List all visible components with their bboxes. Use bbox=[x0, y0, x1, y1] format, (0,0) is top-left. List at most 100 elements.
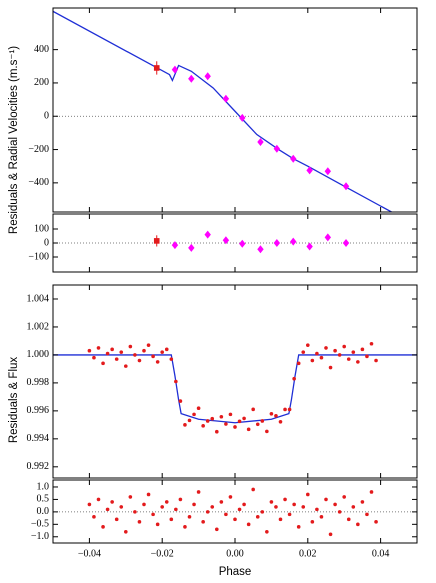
data-point bbox=[146, 492, 151, 497]
model-curve bbox=[53, 354, 417, 424]
y-tick-label: 0.0 bbox=[37, 506, 50, 517]
y-axis-label: Residuals & Radial Velocities (m.s⁻¹) bbox=[8, 46, 20, 234]
data-point bbox=[257, 245, 264, 254]
data-point bbox=[301, 505, 306, 509]
data-point bbox=[269, 500, 274, 504]
data-point bbox=[337, 510, 342, 514]
y-tick-label: −200 bbox=[28, 144, 49, 155]
data-point bbox=[105, 507, 110, 512]
data-point bbox=[301, 350, 306, 354]
y-tick-label: 0.994 bbox=[27, 433, 50, 444]
data-point bbox=[196, 490, 201, 494]
panel-frame bbox=[52, 284, 418, 479]
data-point bbox=[306, 343, 310, 347]
data-point bbox=[287, 512, 292, 517]
data-point bbox=[324, 233, 332, 242]
y-tick-label: 1.000 bbox=[27, 349, 50, 360]
x-axis-label: Phase bbox=[219, 566, 252, 578]
data-point bbox=[215, 429, 219, 434]
data-point bbox=[296, 525, 301, 529]
data-point bbox=[110, 347, 114, 352]
data-point bbox=[201, 424, 205, 428]
y-tick-label: −100 bbox=[28, 251, 49, 262]
data-point bbox=[260, 419, 265, 423]
data-point bbox=[333, 502, 337, 507]
data-point bbox=[290, 154, 297, 163]
data-point bbox=[171, 241, 179, 250]
data-point bbox=[274, 505, 278, 509]
data-point bbox=[333, 348, 337, 353]
data-point bbox=[101, 525, 105, 529]
data-point bbox=[306, 492, 310, 497]
data-point bbox=[183, 525, 187, 529]
data-point bbox=[201, 520, 205, 524]
data-point bbox=[210, 505, 215, 509]
data-point bbox=[192, 502, 196, 507]
data-point bbox=[151, 512, 155, 517]
data-point bbox=[342, 239, 350, 247]
data-point bbox=[239, 239, 246, 248]
data-point bbox=[188, 243, 195, 252]
y-tick-label: −1.0 bbox=[31, 531, 49, 542]
data-point bbox=[369, 490, 374, 494]
data-point bbox=[306, 166, 313, 175]
data-point bbox=[351, 505, 356, 509]
y-tick-label: 200 bbox=[34, 77, 49, 88]
data-point bbox=[255, 515, 260, 519]
data-point bbox=[319, 515, 324, 519]
data-point bbox=[287, 407, 292, 412]
data-point bbox=[346, 517, 351, 522]
data-point bbox=[87, 502, 92, 507]
data-point bbox=[342, 182, 350, 191]
data-point bbox=[128, 344, 133, 349]
x-tick-label: −0.02 bbox=[151, 548, 174, 559]
data-point bbox=[237, 419, 242, 424]
data-point bbox=[365, 354, 369, 359]
data-point bbox=[269, 412, 274, 416]
data-point bbox=[265, 429, 269, 434]
data-point bbox=[310, 358, 315, 363]
data-point bbox=[290, 237, 297, 246]
data-point bbox=[137, 520, 142, 524]
panel-frame bbox=[52, 213, 418, 273]
data-point bbox=[153, 65, 160, 71]
y-tick-label: 0.998 bbox=[27, 377, 50, 388]
data-point bbox=[142, 348, 146, 353]
data-point bbox=[328, 365, 333, 370]
data-point bbox=[255, 422, 260, 427]
data-point bbox=[204, 72, 211, 81]
data-point bbox=[260, 510, 265, 514]
data-point bbox=[292, 376, 296, 381]
data-point bbox=[310, 520, 315, 524]
data-point bbox=[124, 364, 128, 368]
y-tick-label: 1.0 bbox=[37, 481, 50, 492]
data-point bbox=[251, 487, 255, 492]
data-point bbox=[160, 505, 164, 509]
data-point bbox=[342, 495, 347, 499]
data-point bbox=[283, 407, 287, 412]
data-point bbox=[222, 94, 230, 103]
data-point bbox=[265, 529, 269, 534]
data-point bbox=[278, 517, 283, 522]
data-point bbox=[360, 500, 365, 504]
data-point bbox=[155, 522, 160, 527]
data-point bbox=[164, 347, 169, 352]
data-point bbox=[169, 357, 174, 361]
data-point bbox=[164, 500, 169, 504]
data-point bbox=[273, 144, 281, 153]
data-point bbox=[87, 348, 92, 353]
data-point bbox=[306, 242, 313, 251]
data-point bbox=[369, 341, 374, 346]
data-point bbox=[328, 532, 333, 537]
data-point bbox=[351, 350, 356, 354]
x-tick-label: 0.02 bbox=[299, 548, 317, 559]
data-point bbox=[187, 515, 192, 519]
data-point bbox=[360, 347, 365, 352]
data-point bbox=[105, 351, 110, 356]
data-point bbox=[151, 354, 155, 359]
data-point bbox=[92, 355, 96, 360]
y-tick-label: 100 bbox=[34, 223, 49, 234]
data-point bbox=[224, 512, 228, 517]
data-point bbox=[142, 502, 146, 507]
